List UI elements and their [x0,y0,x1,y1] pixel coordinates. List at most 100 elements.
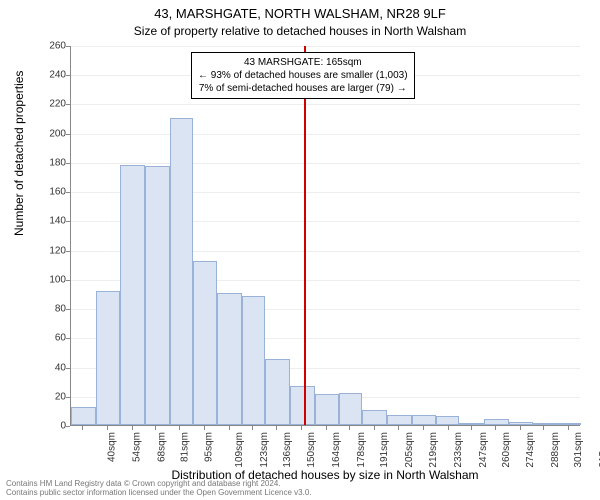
annotation-line-3: 7% of semi-detached houses are larger (7… [198,82,408,95]
histogram-bar [242,296,265,425]
x-tick-mark [349,426,350,430]
x-tick-label: 178sqm [356,432,367,468]
x-tick-label: 136sqm [282,432,293,468]
y-tick-label: 80 [36,304,66,315]
x-tick-mark [132,426,133,430]
x-tick-label: 219sqm [428,432,439,468]
x-tick-label: 205sqm [404,432,415,468]
x-tick-label: 247sqm [478,432,489,468]
y-tick-label: 0 [36,421,66,432]
x-tick-mark [568,426,569,430]
histogram-bar [96,291,121,425]
y-tick-label: 120 [36,245,66,256]
x-tick-mark [398,426,399,430]
x-tick-mark [252,426,253,430]
x-tick-label: 68sqm [156,432,167,462]
x-tick-label: 274sqm [525,432,536,468]
y-tick-mark [66,368,70,369]
x-tick-mark [204,426,205,430]
x-tick-mark [471,426,472,430]
plot-area: 43 MARSHGATE: 165sqm ← 93% of detached h… [70,46,580,426]
chart-title-main: 43, MARSHGATE, NORTH WALSHAM, NR28 9LF [0,6,600,21]
y-tick-mark [66,338,70,339]
histogram-bar [120,165,145,425]
histogram-bar [265,359,290,425]
x-tick-label: 260sqm [501,432,512,468]
y-tick-mark [66,221,70,222]
y-tick-mark [66,192,70,193]
x-tick-label: 95sqm [204,432,215,462]
y-tick-mark [66,309,70,310]
x-tick-label: 54sqm [132,432,143,462]
grid-line [71,46,580,47]
histogram-bar [290,386,315,425]
histogram-bar [315,394,340,425]
y-tick-label: 200 [36,128,66,139]
histogram-bar [556,423,581,425]
histogram-bar [217,293,242,425]
y-tick-mark [66,251,70,252]
x-tick-label: 233sqm [453,432,464,468]
x-tick-label: 40sqm [107,432,118,462]
histogram-bar [533,423,556,425]
y-tick-mark [66,104,70,105]
x-tick-label: 301sqm [573,432,584,468]
y-tick-label: 40 [36,362,66,373]
y-tick-label: 140 [36,216,66,227]
histogram-bar [436,416,459,425]
y-tick-mark [66,75,70,76]
reference-line [304,46,306,425]
chart-title-sub: Size of property relative to detached ho… [0,24,600,38]
x-tick-mark [423,426,424,430]
annotation-line-1: 43 MARSHGATE: 165sqm [198,56,408,69]
x-tick-mark [495,426,496,430]
y-tick-mark [66,397,70,398]
x-tick-mark [155,426,156,430]
x-tick-label: 191sqm [379,432,390,468]
y-tick-label: 100 [36,274,66,285]
x-tick-mark [276,426,277,430]
x-tick-label: 81sqm [179,432,190,462]
x-tick-mark [326,426,327,430]
grid-line [71,163,580,164]
grid-line [71,104,580,105]
x-tick-mark [229,426,230,430]
annotation-box: 43 MARSHGATE: 165sqm ← 93% of detached h… [191,52,415,99]
footer-line-2: Contains public sector information licen… [6,489,312,498]
y-tick-label: 260 [36,41,66,52]
x-tick-mark [543,426,544,430]
y-axis-label: Number of detached properties [12,71,26,236]
histogram-bar [484,419,509,425]
x-tick-mark [374,426,375,430]
histogram-chart: 43, MARSHGATE, NORTH WALSHAM, NR28 9LF S… [0,0,600,500]
histogram-bar [387,415,412,425]
histogram-bar [145,166,170,425]
x-tick-label: 150sqm [307,432,318,468]
x-tick-mark [448,426,449,430]
y-tick-mark [66,46,70,47]
histogram-bar [362,410,387,425]
y-tick-mark [66,134,70,135]
y-tick-label: 160 [36,187,66,198]
histogram-bar [170,118,193,425]
histogram-bar [459,423,484,425]
histogram-bar [339,393,362,425]
x-tick-mark [520,426,521,430]
histogram-bar [509,422,534,425]
histogram-bar [193,261,218,425]
x-tick-mark [82,426,83,430]
x-tick-label: 109sqm [234,432,245,468]
x-tick-mark [107,426,108,430]
x-tick-label: 288sqm [550,432,561,468]
y-tick-label: 240 [36,70,66,81]
y-tick-label: 220 [36,99,66,110]
annotation-line-2: ← 93% of detached houses are smaller (1,… [198,69,408,82]
x-tick-label: 123sqm [259,432,270,468]
y-tick-mark [66,426,70,427]
y-tick-label: 60 [36,333,66,344]
histogram-bar [412,415,437,425]
y-tick-mark [66,163,70,164]
x-tick-mark [179,426,180,430]
x-tick-label: 164sqm [331,432,342,468]
y-tick-mark [66,280,70,281]
